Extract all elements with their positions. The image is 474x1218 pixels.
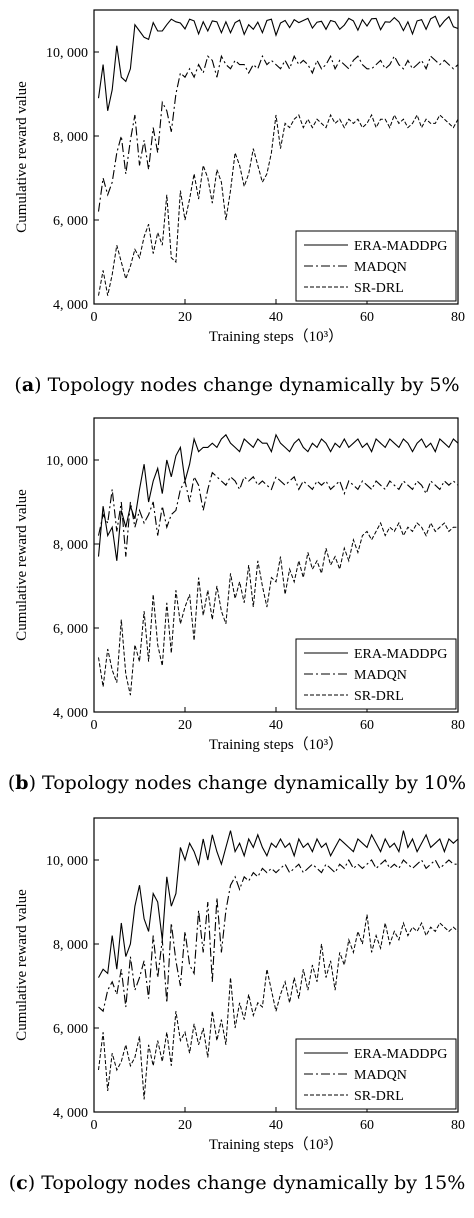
chart-b: 4, 000 6, 000 8, 000 10, 000 0 20 40 60 80 Traini… xyxy=(14,417,465,753)
legend-label: SR-DRL xyxy=(354,689,404,704)
series-line-era-maddpg xyxy=(97,15,459,111)
legend-label: ERA-MADDPG xyxy=(354,239,447,254)
x-tick-label: 60 xyxy=(360,1118,374,1133)
x-tick-label: 20 xyxy=(178,718,192,733)
legend-label: ERA-MADDPG xyxy=(354,647,447,662)
y-axis-label: Cumulative reward value xyxy=(14,81,30,233)
y-tick-label: 6, 000 xyxy=(53,622,88,637)
x-tick-label: 80 xyxy=(451,1118,465,1133)
y-tick-label: 4, 000 xyxy=(53,706,88,721)
x-tick-label: 60 xyxy=(360,310,374,325)
x-tick-label: 60 xyxy=(360,718,374,733)
y-axis-label: Cumulative reward value xyxy=(14,889,30,1041)
y-tick-label: 8, 000 xyxy=(53,130,88,145)
series-line-sr-drl xyxy=(98,914,459,1100)
x-tick-label: 20 xyxy=(178,1118,192,1133)
y-tick-label: 8, 000 xyxy=(53,538,88,553)
series-line-sr-drl xyxy=(98,521,458,696)
x-tick-label: 80 xyxy=(451,718,465,733)
caption-b: (b) Topology nodes change dynamically by… xyxy=(7,772,467,794)
series-line-sr-drl xyxy=(98,113,459,296)
series-line-era-maddpg xyxy=(98,830,459,978)
legend-label: MADQN xyxy=(354,668,407,683)
x-tick-label: 20 xyxy=(178,310,192,325)
caption-c: (c) Topology nodes change dynamically by… xyxy=(8,1172,466,1194)
x-tick-label: 0 xyxy=(91,1118,98,1133)
x-tick-label: 80 xyxy=(451,310,465,325)
y-tick-label: 10, 000 xyxy=(46,854,88,869)
legend-label: SR-DRL xyxy=(354,281,404,296)
x-tick-label: 40 xyxy=(269,1118,283,1133)
series-line-madqn xyxy=(97,54,459,212)
caption-a: (a) Topology nodes change dynamically by… xyxy=(14,374,460,396)
chart-panel-a: 4, 000 6, 000 8, 000 10, 000 0 20 40 60 80 Traini… xyxy=(0,0,474,408)
legend-label: ERA-MADDPG xyxy=(354,1047,447,1062)
chart-panel-b: 4, 000 6, 000 8, 000 10, 000 0 20 40 60 80 Traini… xyxy=(0,408,474,808)
y-tick-label: 10, 000 xyxy=(46,454,88,469)
y-axis-label: Cumulative reward value xyxy=(14,489,30,641)
x-tick-label: 40 xyxy=(269,718,283,733)
legend-label: MADQN xyxy=(354,1068,407,1083)
chart-panel-c: 4, 000 6, 000 8, 000 10, 000 0 20 40 60 80 Traini… xyxy=(0,808,474,1218)
y-tick-label: 6, 000 xyxy=(53,214,88,229)
series-line-madqn xyxy=(97,471,459,557)
x-tick-label: 0 xyxy=(91,718,98,733)
x-tick-label: 0 xyxy=(91,310,98,325)
x-tick-label: 40 xyxy=(269,310,283,325)
chart-c: 4, 000 6, 000 8, 000 10, 000 0 20 40 60 80 Traini… xyxy=(14,817,465,1153)
y-tick-label: 6, 000 xyxy=(53,1022,88,1037)
y-tick-label: 4, 000 xyxy=(53,1106,88,1121)
series-line-madqn xyxy=(98,858,458,1013)
x-axis-label: Training steps（10³） xyxy=(209,1136,343,1153)
series-line-era-maddpg xyxy=(97,433,459,561)
x-axis-label: Training steps（10³） xyxy=(209,328,343,345)
legend-label: SR-DRL xyxy=(354,1089,404,1104)
y-tick-label: 4, 000 xyxy=(53,298,88,313)
y-tick-label: 10, 000 xyxy=(46,46,88,61)
chart-a: 4, 000 6, 000 8, 000 10, 000 0 20 40 60 80 Traini… xyxy=(14,9,465,345)
x-axis-label: Training steps（10³） xyxy=(209,736,343,753)
y-tick-label: 8, 000 xyxy=(53,938,88,953)
legend-label: MADQN xyxy=(354,260,407,275)
